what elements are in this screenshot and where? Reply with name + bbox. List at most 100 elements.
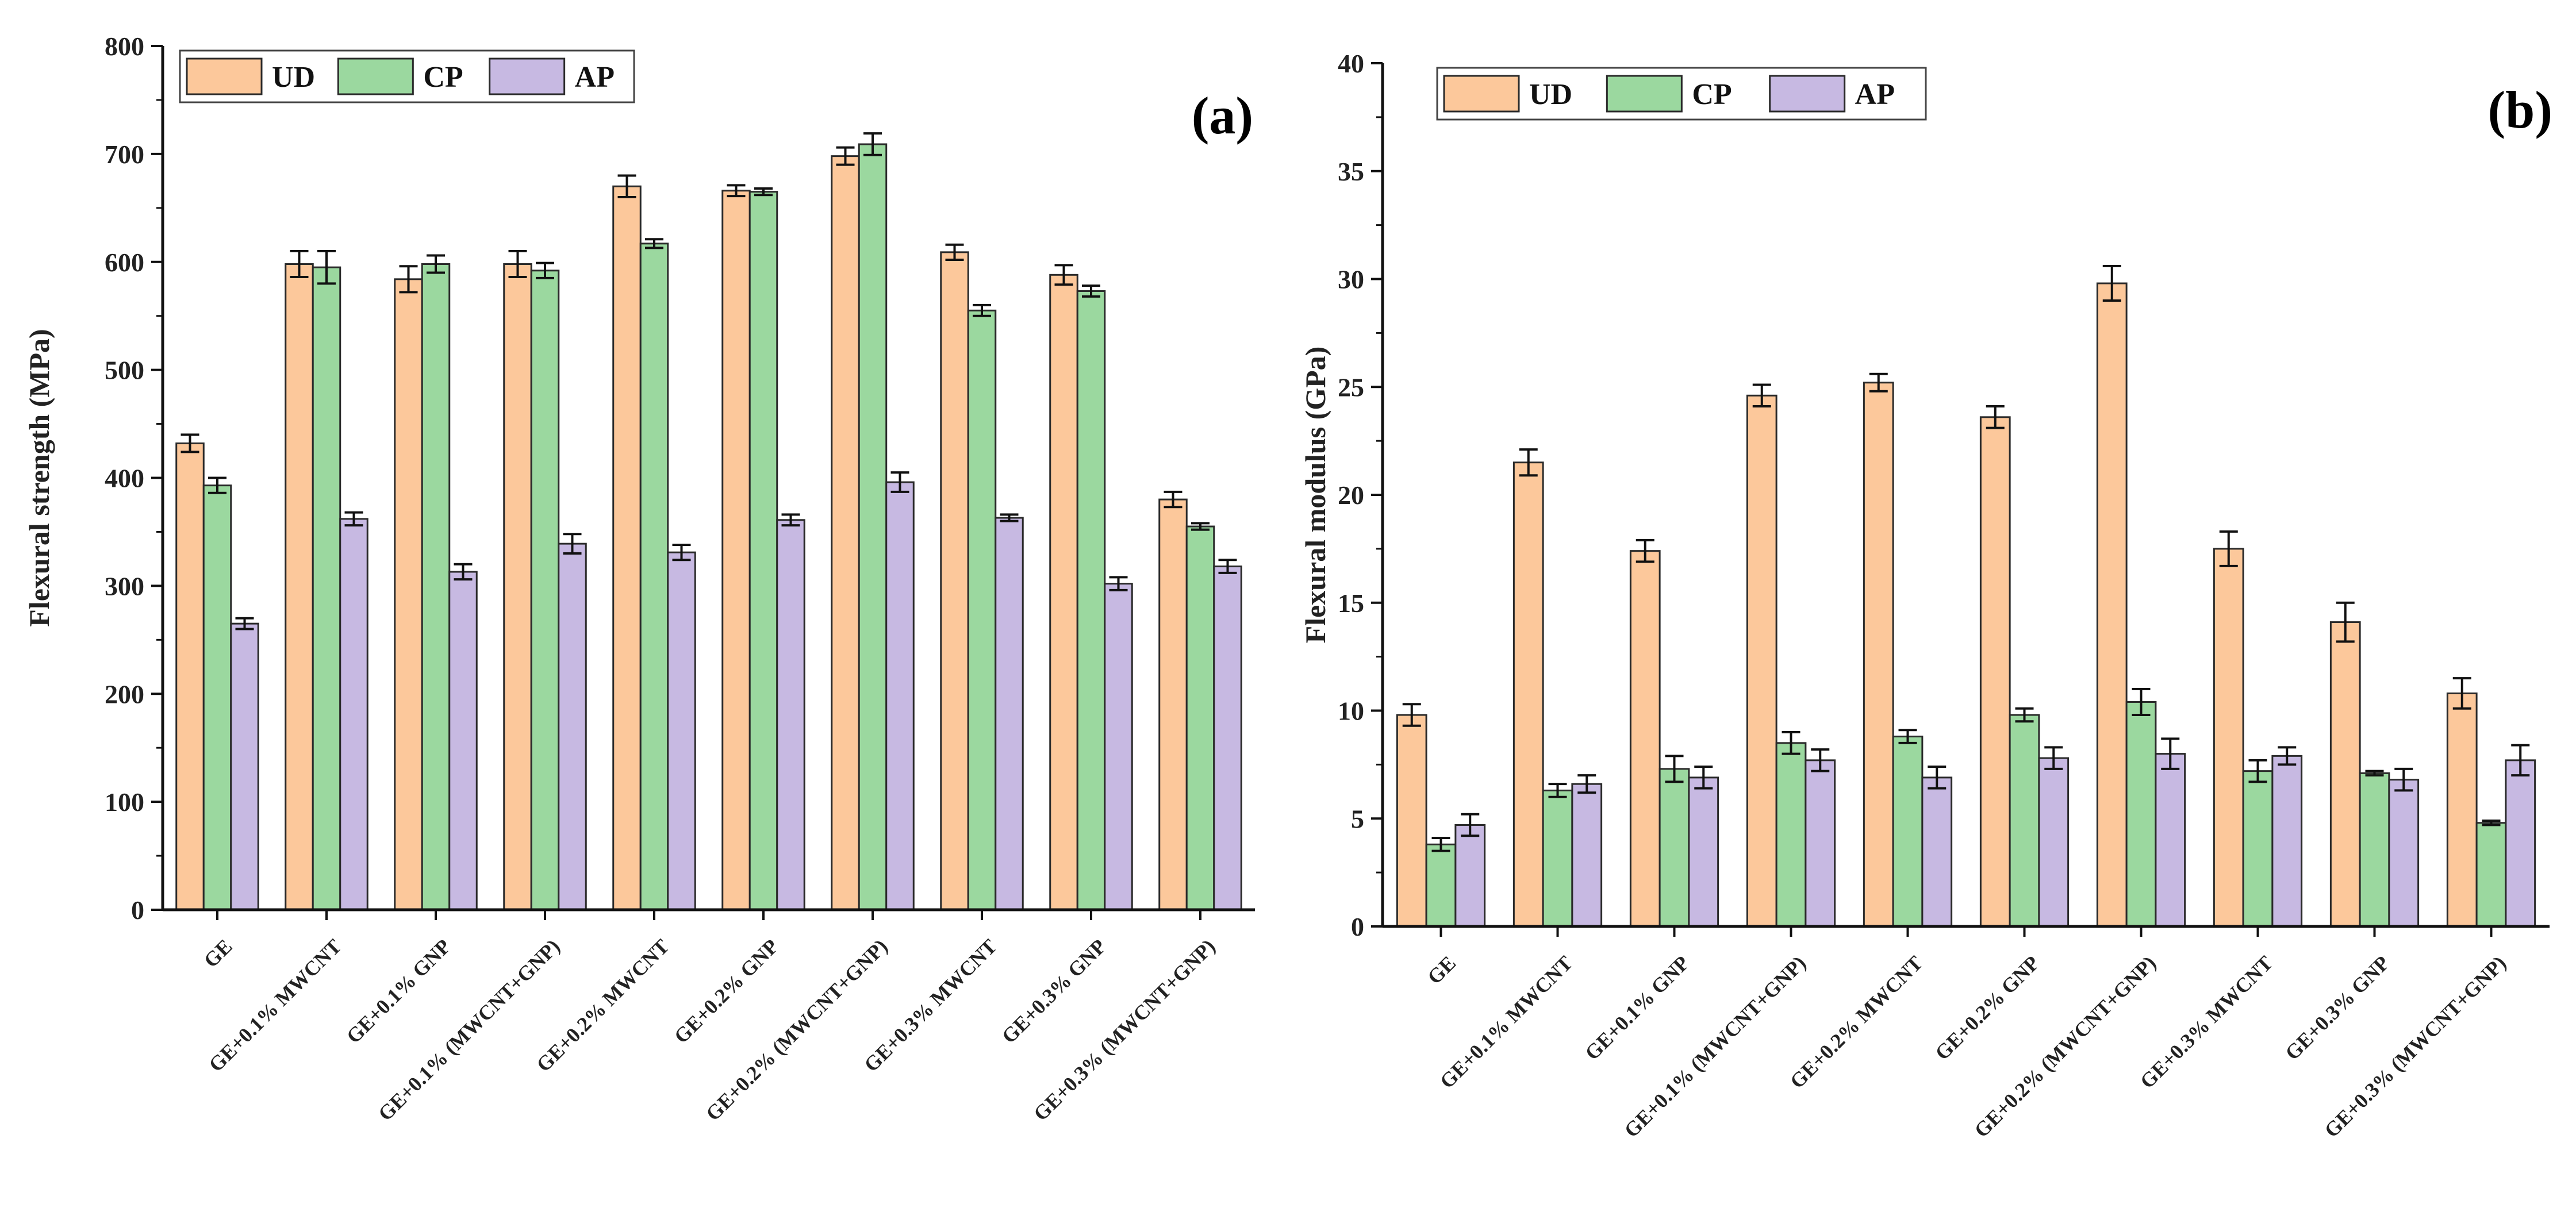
- error-bar-ap-ge-0-1-mwcnt-gnp: [1811, 748, 1830, 772]
- bar-ud-ge-0-1-mwcnt-gnp: [503, 263, 532, 911]
- error-bar-cp-ge: [1431, 837, 1450, 852]
- y-tick-label: 300: [105, 571, 144, 601]
- error-bar-ap-ge-0-3-mwcnt-gnp: [2511, 744, 2530, 777]
- legend: UD CP AP: [179, 49, 635, 103]
- y-tick-label: 500: [105, 356, 144, 385]
- legend-label-cp: CP: [423, 61, 463, 94]
- error-bar-ap-ge-0-3-mwcnt: [1000, 513, 1019, 522]
- bar-ud-ge-0-2-mwcnt: [1863, 382, 1894, 928]
- bar-ap-ge-0-2-gnp: [776, 519, 805, 911]
- error-bar-ap-ge: [235, 617, 254, 630]
- bar-ap-ge-0-3-mwcnt-gnp: [2505, 759, 2536, 928]
- error-bar-ap-ge-0-3-gnp: [2394, 767, 2413, 792]
- y-tick-label: 15: [1338, 589, 1364, 618]
- x-tick-label: GE+0.2% (MWCNT+GNP): [701, 934, 892, 1125]
- error-bar-ap-ge: [1461, 813, 1480, 837]
- error-bar-ud-ge-0-2-mwcnt: [1869, 372, 1888, 393]
- bar-ap-ge-0-2-mwcnt-gnp: [2155, 753, 2186, 928]
- bar-ap-ge: [230, 622, 259, 911]
- bar-ap-ge-0-2-mwcnt: [667, 551, 696, 911]
- y-axis-title: Flexural modulus (GPa): [1299, 347, 1331, 644]
- error-bar-ud-ge-0-2-mwcnt-gnp: [836, 146, 855, 166]
- x-tick-label: GE+0.3% GNP: [2281, 951, 2394, 1064]
- bar-cp-ge-0-2-mwcnt: [639, 243, 669, 911]
- bar-ap-ge-0-1-mwcnt: [1571, 783, 1603, 928]
- bar-ud-ge-0-1-mwcnt-gnp: [1746, 394, 1778, 928]
- bar-cp-ge-0-1-gnp: [421, 263, 451, 911]
- error-bar-ap-ge-0-1-gnp: [454, 563, 473, 581]
- legend-label-ud: UD: [1529, 78, 1572, 111]
- error-bar-cp-ge-0-2-gnp: [2015, 707, 2034, 723]
- bar-cp-ge-0-2-mwcnt-gnp: [2125, 701, 2157, 928]
- y-tick-label: 0: [131, 895, 144, 925]
- y-tick-label: 5: [1351, 804, 1364, 833]
- x-tick-label: GE+0.1% (MWCNT+GNP): [374, 934, 565, 1125]
- bar-ud-ge-0-3-gnp: [2329, 621, 2361, 928]
- error-bar-cp-ge-0-3-gnp: [2365, 770, 2384, 777]
- bar-cp-ge: [1425, 843, 1457, 928]
- error-bar-ud-ge-0-2-mwcnt-gnp: [2102, 264, 2121, 302]
- error-bar-ap-ge-0-2-gnp: [781, 513, 800, 527]
- legend-label-ud: UD: [272, 61, 315, 94]
- error-bar-ap-ge-0-2-gnp: [2044, 746, 2063, 770]
- y-tick-label: 400: [105, 464, 144, 493]
- bar-ud-ge-0-3-mwcnt: [2213, 548, 2244, 928]
- error-bar-cp-ge-0-3-mwcnt-gnp: [2482, 820, 2501, 826]
- error-bar-ud-ge-0-3-mwcnt: [945, 243, 964, 261]
- x-tick-label: GE+0.2% MWCNT: [1786, 951, 1927, 1093]
- error-bar-cp-ge-0-1-gnp: [427, 254, 445, 274]
- bar-ap-ge-0-1-mwcnt-gnp: [1805, 759, 1836, 928]
- bar-cp-ge-0-2-mwcnt: [1892, 736, 1924, 928]
- error-bar-ap-ge-0-1-mwcnt: [1577, 774, 1596, 794]
- bar-ap-ge-0-2-mwcnt: [1921, 776, 1953, 928]
- y-tick-label: 35: [1338, 157, 1364, 186]
- bar-ud-ge-0-2-gnp: [1979, 416, 2011, 928]
- bar-cp-ge-0-2-mwcnt-gnp: [858, 143, 888, 911]
- y-tick-label: 800: [105, 32, 144, 61]
- bar-ud-ge-0-3-mwcnt-gnp: [1158, 498, 1188, 911]
- x-tick-label: GE+0.1% GNP: [342, 934, 455, 1048]
- bar-ud-ge-0-1-mwcnt: [285, 263, 314, 911]
- bar-ap-ge-0-3-mwcnt: [2271, 755, 2303, 928]
- bar-cp-ge-0-3-mwcnt-gnp: [2475, 822, 2507, 928]
- bar-ap-ge-0-1-gnp: [448, 571, 478, 911]
- error-bar-ud-ge-0-1-gnp: [1636, 539, 1654, 563]
- error-bar-ud-ge-0-3-mwcnt-gnp: [2452, 677, 2471, 710]
- panel-label: (b): [2488, 80, 2552, 139]
- error-bar-ud-ge-0-2-gnp: [1986, 405, 2005, 429]
- bar-ud-ge: [175, 442, 205, 911]
- y-axis-title: Flexural strength (MPa): [23, 329, 55, 626]
- error-bar-ap-ge-0-1-gnp: [1694, 766, 1713, 790]
- bar-ud-ge-0-1-mwcnt: [1512, 461, 1544, 928]
- error-bar-ud-ge-0-1-mwcnt: [1519, 448, 1538, 477]
- bar-cp-ge-0-2-gnp: [2009, 714, 2040, 928]
- bar-ap-ge-0-3-mwcnt: [995, 517, 1024, 911]
- bar-cp-ge-0-3-mwcnt: [967, 309, 997, 911]
- error-bar-ap-ge-0-3-mwcnt-gnp: [1218, 559, 1237, 574]
- y-tick-label: 25: [1338, 372, 1364, 402]
- error-bar-cp-ge-0-2-mwcnt: [645, 238, 663, 249]
- x-tick-label: GE: [199, 934, 237, 972]
- y-tick-label: 40: [1338, 49, 1364, 78]
- x-tick-label: GE+0.2% GNP: [1930, 951, 2044, 1064]
- x-tick-label: GE+0.1% MWCNT: [1435, 951, 1577, 1093]
- error-bar-ud-ge-0-1-mwcnt-gnp: [1752, 383, 1771, 408]
- error-bar-cp-ge-0-2-gnp: [754, 187, 773, 197]
- legend-swatch-ud: [186, 57, 263, 95]
- bar-cp-ge: [202, 484, 232, 911]
- error-bar-ap-ge-0-2-mwcnt: [1928, 766, 1947, 790]
- bar-cp-ge-0-1-mwcnt: [1542, 789, 1573, 928]
- legend-swatch-cp: [337, 57, 414, 95]
- error-bar-cp-ge-0-2-mwcnt-gnp: [2132, 687, 2151, 717]
- y-tick-label: 600: [105, 248, 144, 277]
- error-bar-ud-ge-0-3-mwcnt: [2219, 530, 2238, 567]
- bar-ud-ge-0-2-mwcnt-gnp: [831, 155, 860, 911]
- y-tick-label: 30: [1338, 265, 1364, 294]
- bar-ud-ge-0-3-mwcnt: [940, 251, 969, 911]
- bar-ud-ge-0-2-mwcnt: [612, 185, 642, 911]
- bar-ap-ge-0-2-gnp: [2038, 757, 2070, 928]
- bar-cp-ge-0-1-gnp: [1659, 768, 1690, 928]
